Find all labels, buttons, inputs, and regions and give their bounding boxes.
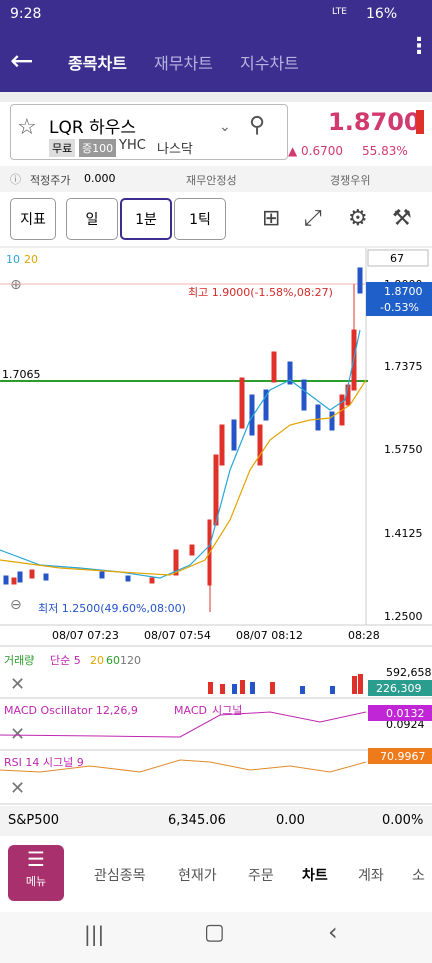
nav-item[interactable]: 주문 [248,868,274,884]
volume-title: 거래량 [4,654,34,667]
count: 67 [390,252,404,265]
nav-item[interactable]: 차트 [302,868,328,884]
rsi-title: RSI 14 시그널 9 [4,756,84,769]
recent-button[interactable]: ||| [84,922,105,946]
layout-icon[interactable]: ⊞ [262,206,281,231]
price: 1.8700 [328,108,421,136]
price-tick: 1.7375 [384,360,423,373]
fair-label: 적정주가 [30,174,71,187]
candles [0,267,367,612]
stock-code: YHC [119,138,146,153]
svg-text:✕: ✕ [10,778,25,799]
svg-text:✕: ✕ [10,674,25,695]
index-change: 0.00 [276,813,305,828]
current-rate: -0.53% [380,301,419,314]
volume-ma: 단순 5 [50,654,81,667]
index-rate: 0.00% [382,813,424,828]
svg-text:✕: ✕ [10,724,25,745]
price-bar [416,110,424,134]
header: 9:28 LTE 16% ← 종목차트 재무차트 지수차트 ⋮ [0,0,432,92]
status-network: LTE [332,7,347,17]
divider [0,92,432,102]
stability: 재무안정성 [186,174,237,187]
period-button[interactable]: 일 [66,198,118,240]
svg-text:⊕: ⊕ [10,277,22,293]
time-label: 08:28 [348,629,380,642]
menu-label: 메뉴 [25,875,47,888]
low-label: 최저 1.2500(49.60%,08:00) [38,602,186,615]
price-change: ▲ 0.6700 [288,144,344,158]
badge: 무료 [49,139,76,157]
macd-max: 0.0924 [386,718,425,731]
change-value: 0.6700 [301,144,344,158]
index-value: 6,345.06 [168,813,226,828]
time-label: 08/07 07:23 [52,629,119,642]
price-rate: 55.83% [362,144,408,158]
tools-icon[interactable]: ⚒ [392,206,412,231]
index-name: S&P500 [8,813,60,828]
line-label: 1.7065 [2,368,41,381]
competitive: 경쟁우위 [330,174,371,187]
tab[interactable]: 재무차트 [154,54,213,73]
high-label: 최고 1.9000(-1.58%,08:27) [188,286,333,299]
current-price: 1.8700 [384,285,423,298]
stock-market: 나스닥 [157,142,193,157]
time-label: 08/07 08:12 [236,629,303,642]
macd-label: MACD [174,704,207,717]
badge: 증100 [79,139,117,157]
menu-button[interactable]: ☰ 메뉴 [8,845,64,901]
time-label: 08/07 07:54 [144,629,211,642]
back-button[interactable]: ← [10,44,34,77]
status-battery: 16% [366,6,398,22]
period-button[interactable]: 1분 [120,198,172,240]
ma-label: 20 [24,253,38,266]
svg-text:⊖: ⊖ [10,597,22,613]
nav-item[interactable]: 계좌 [358,868,384,884]
price-tick: 1.2500 [384,610,423,623]
nav-item[interactable]: 현재가 [178,868,217,884]
info-row: ⓘ 적정주가 0.000 재무안정성 경쟁우위 [0,166,432,192]
volume-max: 592,658 [386,666,432,679]
volume-current: 226,309 [376,682,422,695]
volume-ma: 120 [120,654,141,667]
volume-ma: 60 [106,654,120,667]
macd-current: 0.0132 [386,707,425,720]
rsi-current: 70.9967 [380,750,426,763]
expand-icon[interactable]: ⤢ [304,206,322,231]
tab[interactable]: 종목차트 [68,54,127,73]
volume-ma: 20 [90,654,104,667]
settings-icon[interactable]: ⚙ [348,206,368,231]
fair-value: 0.000 [84,172,116,185]
indicator-button[interactable]: 지표 [10,198,56,240]
period-button[interactable]: 1틱 [174,198,226,240]
nav-item[interactable]: 관심종목 [94,868,146,884]
system-nav: ||| ▢ ‹ [0,912,432,963]
tab[interactable]: 지수차트 [240,54,299,73]
price-tick: 1.5750 [384,443,423,456]
back-nav[interactable]: ‹ [328,918,338,946]
home-button[interactable]: ▢ [204,920,225,945]
macd-title: MACD Oscillator 12,26,9 [4,704,138,717]
price-tick: 1.4125 [384,527,423,540]
stock-name: LQR 하우스 [49,118,136,138]
status-time: 9:28 [10,6,42,22]
nav-item[interactable]: 소 [412,868,425,884]
ma-label: 10 [6,253,20,266]
index-row: S&P500 6,345.06 0.00 0.00% [0,806,432,836]
search-box[interactable]: ☆ LQR 하우스 무료 증100 YHC 나스닥 ⌄ ⚲ [10,104,288,160]
